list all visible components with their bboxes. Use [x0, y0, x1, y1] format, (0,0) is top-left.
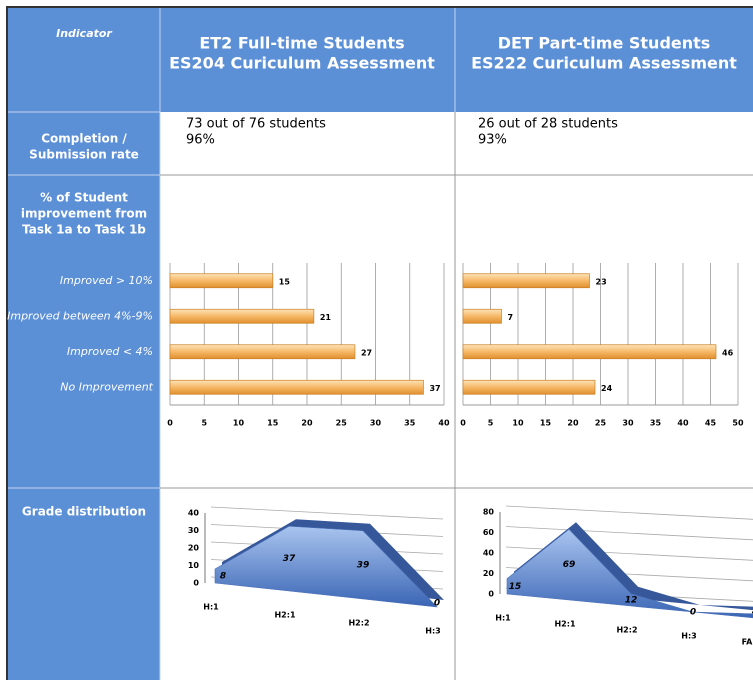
y-tick-label: 40 [188, 509, 200, 518]
value-label: 7 [508, 313, 514, 322]
value-label: 15 [509, 582, 522, 592]
cell-text: 96% [186, 133, 215, 148]
header-indicator: Indicator [56, 27, 112, 40]
grid-line [505, 526, 753, 541]
bar [462, 379, 596, 395]
value-label: 0 [690, 608, 696, 618]
x-tick-label: 30 [370, 419, 382, 428]
cell-text: 73 out of 76 students [186, 117, 326, 132]
column-header: DET Part-time Students [498, 34, 711, 53]
x-tick-label: 25 [336, 419, 348, 428]
bar [169, 308, 315, 324]
category-label: No Improvement [60, 380, 153, 393]
category-label: Improved > 10% [60, 274, 153, 287]
grid-line [210, 506, 444, 520]
column-header: ES204 Curiculum Assessment [169, 54, 435, 73]
x-tick-label: H2:1 [554, 620, 575, 629]
x-tick-label: 40 [438, 419, 450, 428]
bar [169, 379, 424, 395]
value-label: 12 [625, 595, 638, 605]
x-tick-label: 15 [540, 419, 552, 428]
x-tick-label: H2:1 [274, 611, 295, 620]
value-label: 37 [429, 384, 440, 393]
x-tick-label: 0 [460, 419, 466, 428]
x-tick-label: 10 [512, 419, 524, 428]
value-label: 23 [596, 277, 607, 286]
y-tick-label: 0 [488, 590, 494, 599]
bar [462, 273, 590, 289]
bar [462, 308, 502, 324]
x-tick-label: 35 [650, 419, 662, 428]
row-label: Completion / [41, 132, 127, 146]
value-label: 8 [220, 572, 226, 582]
value-label: 4 [751, 607, 753, 617]
bar [462, 344, 717, 360]
value-label: 0 [434, 599, 440, 609]
x-tick-label: 50 [732, 419, 744, 428]
x-tick-label: 30 [622, 419, 634, 428]
column-header: ET2 Full-time Students [199, 34, 404, 53]
y-tick-label: 80 [483, 508, 495, 517]
category-label: Improved < 4% [67, 345, 153, 358]
y-tick-label: 40 [483, 549, 495, 558]
x-tick-label: 15 [267, 419, 279, 428]
y-tick-label: 30 [188, 526, 200, 535]
x-tick-label: 5 [488, 419, 494, 428]
x-tick-label: H:3 [425, 627, 440, 636]
value-label: 37 [283, 554, 296, 564]
row-label: Grade distribution [22, 505, 146, 519]
value-label: 39 [357, 560, 370, 570]
x-tick-label: 10 [233, 419, 245, 428]
x-tick-label: 5 [201, 419, 207, 428]
x-tick-label: H:3 [681, 632, 696, 641]
x-tick-label: 0 [167, 419, 173, 428]
y-tick-label: 10 [188, 561, 200, 570]
x-tick-label: 20 [301, 419, 313, 428]
x-tick-label: 40 [677, 419, 689, 428]
value-label: 27 [361, 348, 372, 357]
row-label: Task 1a to Task 1b [22, 223, 146, 237]
x-tick-label: 20 [567, 419, 579, 428]
grid-line [505, 505, 753, 520]
category-label: Improved between 4%-9% [7, 309, 153, 322]
bar [169, 344, 356, 360]
y-tick-label: 0 [193, 579, 199, 588]
bar [169, 273, 274, 289]
cell-text: 26 out of 28 students [478, 117, 618, 132]
x-tick-label: 45 [705, 419, 717, 428]
value-label: 21 [320, 313, 332, 322]
x-tick-label: H:1 [495, 614, 511, 623]
value-label: 15 [279, 277, 291, 286]
y-tick-label: 20 [483, 569, 495, 578]
x-tick-label: 35 [404, 419, 416, 428]
area [214, 525, 438, 608]
cell-text: 93% [478, 133, 507, 148]
row-label: Submission rate [29, 148, 139, 162]
area [506, 528, 753, 619]
x-tick-label: H:1 [203, 603, 219, 612]
column-header: ES222 Curiculum Assessment [471, 54, 737, 73]
x-tick-label: H2:2 [616, 626, 637, 635]
row-label: improvement from [21, 207, 147, 221]
x-tick-label: FAIL [742, 638, 753, 647]
value-label: 69 [563, 560, 576, 570]
x-tick-label: H2:2 [348, 619, 369, 628]
y-tick-label: 60 [483, 528, 495, 537]
value-label: 24 [601, 384, 613, 393]
row-label: % of Student [40, 191, 128, 205]
x-tick-label: 25 [595, 419, 607, 428]
value-label: 46 [722, 348, 734, 357]
y-tick-label: 20 [188, 544, 200, 553]
